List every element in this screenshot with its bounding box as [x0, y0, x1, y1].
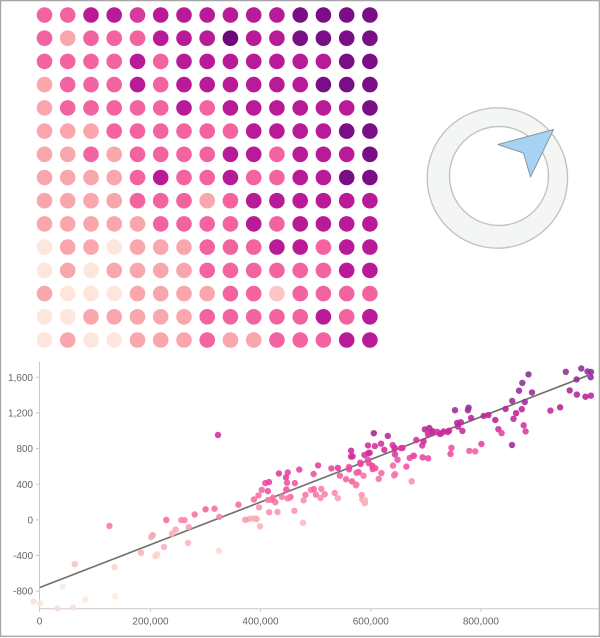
svg-text:400,000: 400,000 — [242, 617, 279, 628]
svg-text:200,000: 200,000 — [132, 617, 169, 628]
svg-text:600,000: 600,000 — [353, 617, 390, 628]
svg-text:800: 800 — [16, 444, 33, 455]
svg-text:1,200: 1,200 — [8, 408, 33, 419]
svg-text:1,600: 1,600 — [8, 373, 33, 384]
svg-text:-400: -400 — [13, 551, 33, 562]
svg-text:0: 0 — [37, 617, 43, 628]
svg-text:800,000: 800,000 — [463, 617, 500, 628]
svg-text:0: 0 — [27, 515, 33, 526]
svg-text:400: 400 — [16, 480, 33, 491]
svg-text:-800: -800 — [13, 587, 33, 598]
